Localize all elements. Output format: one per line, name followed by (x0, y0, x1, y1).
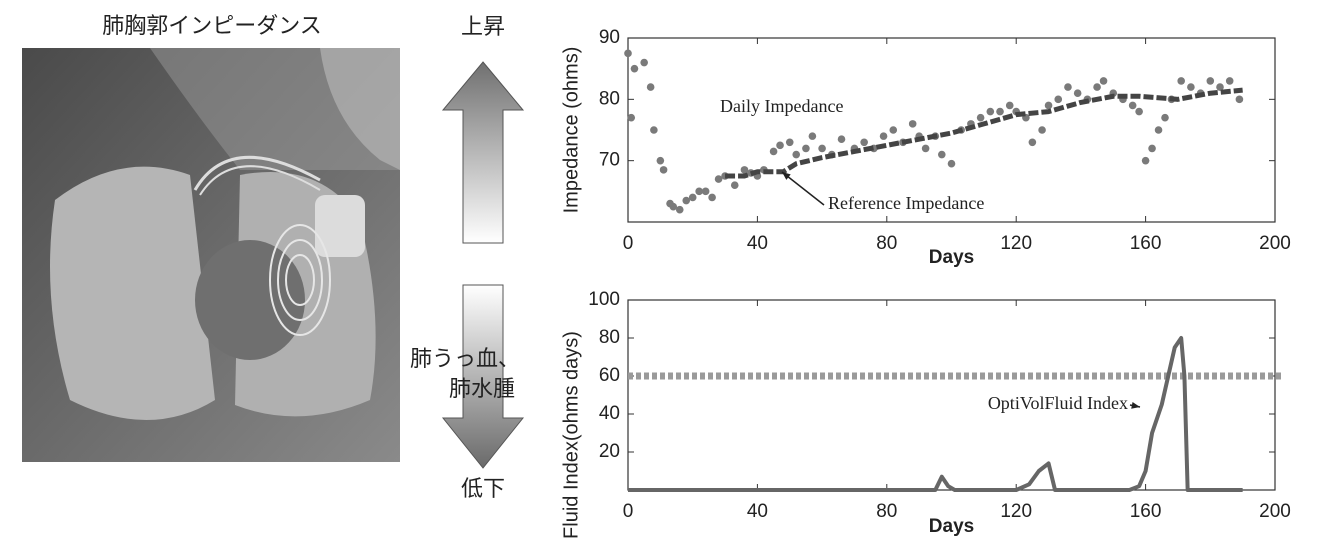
data-point (818, 145, 826, 153)
data-point (1054, 96, 1062, 104)
data-point (776, 142, 784, 150)
data-point (1129, 102, 1137, 110)
data-point (650, 126, 658, 134)
x-tick-label: 160 (1130, 501, 1162, 522)
y-tick-label: 40 (599, 403, 620, 424)
arrows (443, 62, 523, 468)
data-point (657, 157, 665, 165)
data-point (1142, 157, 1150, 165)
x-tick-label: 40 (747, 233, 768, 254)
data-point (802, 145, 810, 153)
data-point (922, 145, 930, 153)
data-point (987, 108, 995, 116)
y-tick-label: 80 (599, 88, 620, 109)
condition-label: 肺水腫 (449, 377, 515, 402)
data-point (809, 132, 817, 140)
data-point (682, 197, 690, 205)
data-point (1148, 145, 1156, 153)
figure: 肺胸郭インピーダンス 上昇 低下 肺うっ血、 肺水腫 0 40 80 120 160 20… (0, 0, 1342, 556)
data-point (715, 175, 723, 183)
data-point (889, 126, 897, 134)
x-tick-label: 120 (1000, 501, 1032, 522)
y-tick-label: 70 (599, 150, 620, 171)
data-point (1177, 77, 1185, 85)
data-point (731, 181, 739, 189)
data-point (660, 166, 668, 174)
data-point (1226, 77, 1234, 85)
x-tick-label: 200 (1259, 501, 1291, 522)
data-point (627, 114, 635, 122)
data-point (786, 138, 794, 146)
x-tick-label: 80 (876, 233, 897, 254)
data-point (909, 120, 917, 128)
data-point (1161, 114, 1169, 122)
series-annotation: Daily Impedance (720, 96, 843, 116)
y-axis-label: Impedance (ohms) (560, 47, 582, 214)
y-tick-label: 20 (599, 441, 620, 462)
data-point (770, 148, 778, 156)
data-point (1155, 126, 1163, 134)
x-tick-label: 80 (876, 501, 897, 522)
data-point (702, 188, 710, 196)
condition-label: 肺うっ血、 (410, 347, 520, 372)
y-tick-label: 100 (588, 289, 620, 310)
data-point (1038, 126, 1046, 134)
data-point (647, 83, 655, 91)
data-line (628, 338, 1243, 490)
data-point (880, 132, 888, 140)
data-point (676, 206, 684, 214)
x-axis-label: Days (929, 516, 974, 537)
data-point (1064, 83, 1072, 91)
data-point (640, 59, 648, 67)
data-point (1135, 108, 1143, 116)
y-tick-label: 90 (599, 27, 620, 48)
down-label: 低下 (461, 477, 505, 502)
data-point (1207, 77, 1215, 85)
data-point (741, 166, 749, 174)
annotation-arrowhead (1131, 402, 1140, 409)
data-point (689, 194, 697, 202)
data-point (1093, 83, 1101, 91)
figure-title: 肺胸郭インピーダンス (102, 14, 322, 39)
x-tick-label: 0 (623, 233, 634, 254)
illustration (22, 48, 400, 462)
data-point (1187, 83, 1195, 91)
data-point (695, 188, 703, 196)
data-point (1029, 138, 1037, 146)
series-annotation: OptiVolFluid Index (988, 393, 1128, 413)
y-tick-label: 80 (599, 327, 620, 348)
data-point (977, 114, 985, 122)
data-point (792, 151, 800, 159)
data-point (1100, 77, 1108, 85)
data-point (1006, 102, 1014, 110)
x-tick-label: 160 (1130, 233, 1162, 254)
up-label: 上昇 (461, 15, 505, 40)
x-tick-label: 120 (1000, 233, 1032, 254)
plot-frame (628, 300, 1275, 490)
y-tick-label: 60 (599, 365, 620, 386)
data-point (624, 50, 632, 58)
y-axis-label: Fluid Index(ohms days) (560, 331, 582, 539)
data-point (948, 160, 956, 168)
data-point (669, 203, 677, 211)
data-point (938, 151, 946, 159)
data-point (708, 194, 716, 202)
series-annotation: Reference Impedance (828, 193, 984, 213)
x-tick-label: 40 (747, 501, 768, 522)
x-tick-label: 200 (1259, 233, 1291, 254)
data-point (1045, 102, 1053, 110)
x-axis-label: Days (929, 247, 974, 268)
data-point (631, 65, 639, 73)
data-point (996, 108, 1004, 116)
data-point (1236, 96, 1244, 104)
data-point (860, 138, 868, 146)
data-point (838, 135, 846, 143)
data-point (1074, 89, 1082, 97)
x-tick-label: 0 (623, 501, 634, 522)
